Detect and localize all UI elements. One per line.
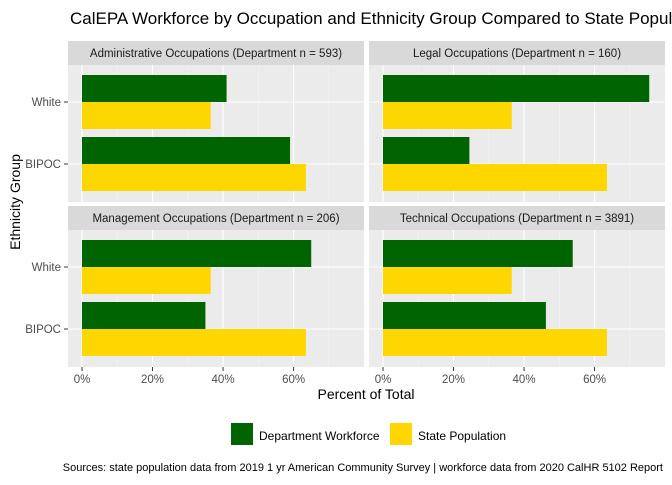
facet-panel: Administrative Occupations (Department n… (68, 41, 364, 202)
bar-department-workforce-bipoc (383, 302, 546, 329)
bar-department-workforce-white (82, 240, 312, 267)
facet-panels: Administrative Occupations (Department n… (68, 41, 665, 367)
x-axis-ticks: 0% 20% 40% 60% 0% 20% 40% 60% (74, 367, 606, 386)
x-tick-label: 60% (583, 374, 606, 386)
x-tick-label: 20% (141, 374, 164, 386)
bar-state-population-white (383, 102, 512, 129)
bar-state-population-bipoc (383, 164, 607, 191)
bar-state-population-bipoc (82, 329, 306, 356)
y-tick-label: White (32, 262, 61, 274)
facet-strip-label: Administrative Occupations (Department n… (90, 48, 342, 60)
legend-label-department-workforce: Department Workforce (259, 429, 380, 443)
x-axis-title: Percent of Total (317, 386, 414, 402)
facet-strip-label: Management Occupations (Department n = 2… (92, 213, 339, 225)
legend-key-state-population (390, 423, 412, 445)
x-tick-label: 20% (442, 374, 465, 386)
facet-strip-label: Legal Occupations (Department n = 160) (413, 48, 621, 60)
bar-department-workforce-white (383, 75, 650, 102)
bar-state-population-white (82, 102, 211, 129)
facet-panel: Management Occupations (Department n = 2… (68, 206, 364, 367)
bar-department-workforce-white (383, 240, 573, 267)
y-tick-label: BIPOC (25, 324, 61, 336)
bar-state-population-bipoc (82, 164, 306, 191)
legend: Department Workforce State Population (231, 423, 506, 445)
bar-department-workforce-bipoc (383, 137, 470, 164)
facet-strip (68, 206, 364, 230)
bar-state-population-white (383, 267, 512, 294)
x-tick-label: 0% (375, 374, 392, 386)
y-tick-label: White (32, 97, 61, 109)
bar-state-population-bipoc (383, 329, 607, 356)
chart-caption: Sources: state population data from 2019… (63, 462, 663, 474)
bar-state-population-white (82, 267, 211, 294)
y-axis-title: Ethnicity Group (7, 154, 23, 250)
legend-label-state-population: State Population (418, 429, 506, 443)
x-tick-label: 60% (282, 374, 305, 386)
facet-panel: Legal Occupations (Department n = 160) (369, 41, 665, 202)
facet-panel: Technical Occupations (Department n = 38… (369, 206, 665, 367)
x-tick-label: 40% (513, 374, 536, 386)
y-tick-label: BIPOC (25, 159, 61, 171)
chart-title: CalEPA Workforce by Occupation and Ethni… (70, 9, 672, 28)
y-axis-ticks: White BIPOC White BIPOC (25, 97, 68, 336)
facet-strip-label: Technical Occupations (Department n = 38… (400, 213, 634, 225)
x-tick-label: 40% (212, 374, 235, 386)
x-tick-label: 0% (74, 374, 91, 386)
legend-key-department-workforce (231, 423, 253, 445)
bar-department-workforce-bipoc (82, 302, 206, 329)
facet-strip (369, 206, 665, 230)
facet-strip (68, 41, 364, 65)
bar-department-workforce-bipoc (82, 137, 291, 164)
bar-department-workforce-white (82, 75, 227, 102)
facet-strip (369, 41, 665, 65)
